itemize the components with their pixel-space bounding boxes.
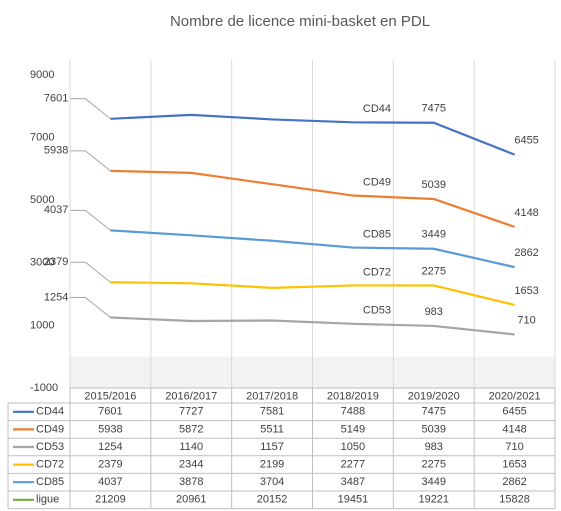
leader-line xyxy=(70,209,111,231)
table-value: 4037 xyxy=(98,476,122,488)
y-tick-label: 7000 xyxy=(30,132,54,144)
x-tick-label: 2017/2018 xyxy=(246,390,298,402)
data-label: 710 xyxy=(517,314,535,326)
x-tick-label: 2018/2019 xyxy=(327,390,379,402)
data-label: 4037 xyxy=(44,204,68,216)
leader-line xyxy=(70,150,111,172)
data-label: 2275 xyxy=(422,265,446,277)
series-label: CD44 xyxy=(363,103,391,115)
table-value: 7601 xyxy=(98,406,122,418)
table-value: 1653 xyxy=(502,459,526,471)
table-value: 5511 xyxy=(260,423,284,435)
table-value: 3878 xyxy=(179,476,203,488)
table-value: 2862 xyxy=(502,476,526,488)
y-tick-label: -1000 xyxy=(30,382,58,394)
table-value: 2277 xyxy=(341,459,365,471)
table-value: 2344 xyxy=(179,459,203,471)
series-line xyxy=(110,169,515,228)
data-label: 1653 xyxy=(514,285,538,297)
leader-line xyxy=(70,296,111,318)
legend-label: ligue xyxy=(36,494,59,506)
table-value: 19221 xyxy=(418,494,449,506)
table-value: 2379 xyxy=(98,459,122,471)
table-value: 15828 xyxy=(499,494,530,506)
leader-line xyxy=(70,261,111,283)
table-value: 3704 xyxy=(260,476,284,488)
table-value: 1140 xyxy=(179,441,203,453)
chart-title: Nombre de licence mini-basket en PDL xyxy=(170,13,430,30)
table-value: 20961 xyxy=(176,494,207,506)
table-value: 5938 xyxy=(98,423,122,435)
series-line xyxy=(110,113,515,156)
leader-line xyxy=(70,98,111,120)
data-label: 5938 xyxy=(44,145,68,157)
table-value: 5039 xyxy=(422,423,446,435)
data-label: 983 xyxy=(425,306,443,318)
series-label: CD72 xyxy=(363,266,391,278)
legend-label: CD44 xyxy=(36,406,64,418)
table-value: 3449 xyxy=(422,476,446,488)
y-tick-label: 1000 xyxy=(30,319,54,331)
data-label: 1254 xyxy=(44,291,68,303)
table-value: 5872 xyxy=(179,423,203,435)
series-label: CD53 xyxy=(363,305,391,317)
table-value: 710 xyxy=(505,441,523,453)
data-label: 7475 xyxy=(422,103,446,115)
data-label: 2379 xyxy=(44,256,68,268)
x-tick-label: 2020/2021 xyxy=(489,390,541,402)
table-value: 7488 xyxy=(341,406,365,418)
table-value: 6455 xyxy=(502,406,526,418)
legend-label: CD85 xyxy=(36,476,64,488)
legend-label: CD49 xyxy=(36,423,64,435)
table-value: 1050 xyxy=(341,441,365,453)
series-label: CD49 xyxy=(363,176,391,188)
series-line xyxy=(110,316,515,336)
x-tick-label: 2019/2020 xyxy=(408,390,460,402)
data-label: 6455 xyxy=(514,135,538,147)
table-value: 5149 xyxy=(341,423,365,435)
legend-label: CD72 xyxy=(36,459,64,471)
table-value: 4148 xyxy=(502,423,526,435)
x-tick-label: 2016/2017 xyxy=(165,390,217,402)
table-value: 3487 xyxy=(341,476,365,488)
table-value: 983 xyxy=(425,441,443,453)
series-line xyxy=(110,229,515,269)
y-tick-label: 5000 xyxy=(30,194,54,206)
plot-area xyxy=(110,113,515,336)
data-label: 7601 xyxy=(44,93,68,105)
legend-label: CD53 xyxy=(36,441,64,453)
table-value: 7581 xyxy=(260,406,284,418)
table-value: 1157 xyxy=(260,441,284,453)
data-label: 2862 xyxy=(514,247,538,259)
table-value: 19451 xyxy=(338,494,369,506)
table-value: 7727 xyxy=(179,406,203,418)
data-label: 4148 xyxy=(514,207,538,219)
data-label: 5039 xyxy=(422,179,446,191)
data-label: 3449 xyxy=(422,229,446,241)
y-tick-label: 3000 xyxy=(30,257,54,269)
table-value: 20152 xyxy=(257,494,288,506)
table-value: 2275 xyxy=(422,459,446,471)
x-tick-label: 2015/2016 xyxy=(84,390,136,402)
table-value: 1254 xyxy=(98,441,122,453)
table-value: 2199 xyxy=(260,459,284,471)
table-value: 7475 xyxy=(422,406,446,418)
y-tick-label: 9000 xyxy=(30,69,54,81)
series-line xyxy=(110,281,515,307)
series-label: CD85 xyxy=(363,228,391,240)
table-value: 21209 xyxy=(95,494,126,506)
